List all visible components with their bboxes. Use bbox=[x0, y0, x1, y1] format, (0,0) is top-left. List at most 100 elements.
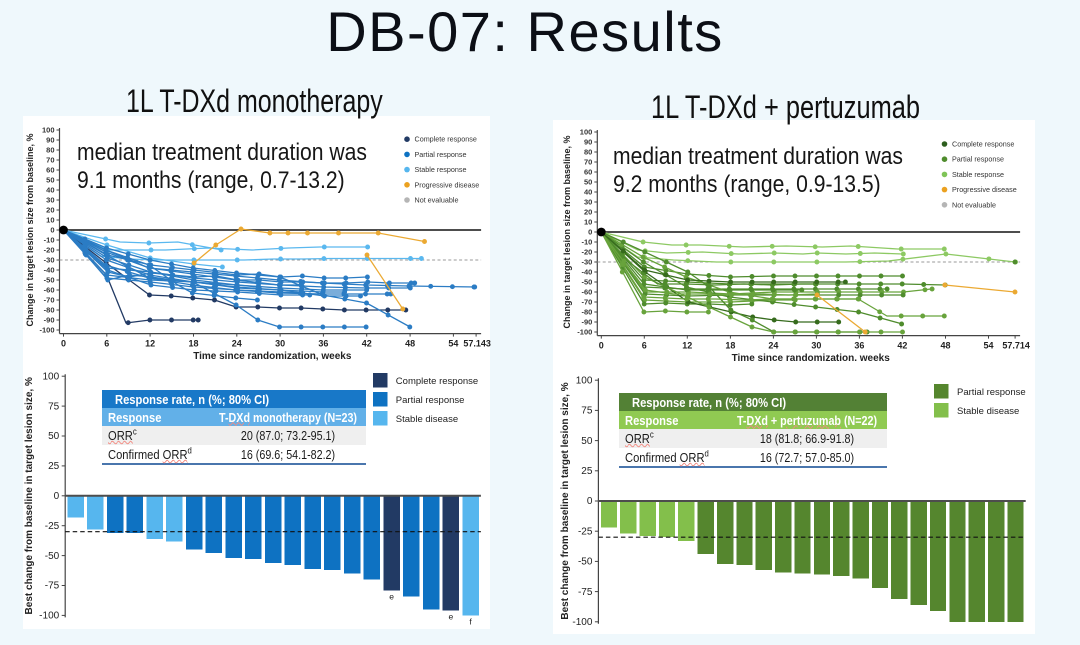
svg-text:-70: -70 bbox=[581, 297, 592, 306]
svg-text:-100: -100 bbox=[39, 611, 59, 622]
svg-text:-25: -25 bbox=[578, 526, 593, 537]
svg-text:-100: -100 bbox=[39, 325, 54, 334]
svg-text:30: 30 bbox=[584, 197, 592, 206]
svg-text:-100: -100 bbox=[577, 327, 592, 336]
svg-text:-90: -90 bbox=[581, 317, 592, 326]
svg-text:Change in target lesion size f: Change in target lesion size from baseli… bbox=[25, 133, 35, 326]
svg-text:-20: -20 bbox=[581, 247, 592, 256]
svg-text:60: 60 bbox=[584, 167, 592, 176]
svg-text:25: 25 bbox=[48, 461, 60, 472]
svg-text:57.714: 57.714 bbox=[1002, 341, 1030, 351]
svg-text:Partial response: Partial response bbox=[957, 387, 1026, 398]
svg-text:100: 100 bbox=[43, 371, 60, 382]
svg-text:Complete response: Complete response bbox=[952, 140, 1014, 149]
svg-text:10: 10 bbox=[46, 215, 54, 224]
svg-text:Stable response: Stable response bbox=[415, 165, 467, 174]
svg-text:36: 36 bbox=[318, 339, 328, 349]
svg-text:-25: -25 bbox=[45, 521, 60, 532]
svg-text:36: 36 bbox=[854, 341, 864, 351]
svg-text:Time since randomization. week: Time since randomization. weeks bbox=[732, 353, 891, 364]
svg-text:-50: -50 bbox=[578, 557, 593, 568]
svg-text:20: 20 bbox=[46, 205, 54, 214]
svg-text:-40: -40 bbox=[44, 265, 55, 274]
svg-text:18: 18 bbox=[188, 339, 198, 349]
svg-text:48: 48 bbox=[940, 341, 950, 351]
svg-text:-50: -50 bbox=[45, 551, 60, 562]
svg-text:30: 30 bbox=[811, 341, 821, 351]
svg-text:24: 24 bbox=[768, 341, 778, 351]
svg-text:Stable disease: Stable disease bbox=[396, 414, 458, 425]
svg-text:-60: -60 bbox=[44, 285, 55, 294]
svg-text:0: 0 bbox=[587, 496, 593, 507]
svg-text:40: 40 bbox=[46, 185, 54, 194]
svg-text:Change in target lesion size f: Change in target lesion size from baseli… bbox=[562, 135, 572, 328]
svg-text:60: 60 bbox=[46, 165, 54, 174]
svg-text:Stable disease: Stable disease bbox=[957, 406, 1019, 417]
svg-text:Best change from baseline in t: Best change from baseline in target lesi… bbox=[560, 382, 571, 619]
svg-text:-10: -10 bbox=[44, 235, 55, 244]
svg-text:20: 20 bbox=[584, 207, 592, 216]
svg-text:100: 100 bbox=[42, 125, 55, 134]
svg-text:e: e bbox=[449, 612, 454, 622]
svg-text:70: 70 bbox=[46, 155, 54, 164]
svg-text:0: 0 bbox=[588, 227, 592, 236]
svg-text:-80: -80 bbox=[44, 305, 55, 314]
svg-text:25: 25 bbox=[581, 466, 593, 477]
svg-text:Progressive disease: Progressive disease bbox=[415, 180, 480, 189]
svg-text:10: 10 bbox=[584, 217, 592, 226]
svg-text:Time since randomization, week: Time since randomization, weeks bbox=[193, 351, 352, 362]
svg-text:-10: -10 bbox=[581, 237, 592, 246]
svg-text:-70: -70 bbox=[44, 295, 55, 304]
svg-text:-50: -50 bbox=[581, 277, 592, 286]
svg-text:50: 50 bbox=[584, 177, 592, 186]
svg-text:50: 50 bbox=[48, 431, 60, 442]
svg-text:6: 6 bbox=[642, 341, 647, 351]
svg-text:-30: -30 bbox=[581, 257, 592, 266]
svg-text:-50: -50 bbox=[44, 275, 55, 284]
svg-text:e: e bbox=[389, 591, 394, 601]
svg-text:90: 90 bbox=[584, 137, 592, 146]
svg-text:90: 90 bbox=[46, 135, 54, 144]
svg-text:54: 54 bbox=[983, 341, 993, 351]
svg-text:12: 12 bbox=[682, 341, 692, 351]
svg-text:18: 18 bbox=[725, 341, 735, 351]
svg-text:Partial response: Partial response bbox=[952, 155, 1004, 164]
svg-text:Progressive disease: Progressive disease bbox=[952, 185, 1017, 194]
svg-text:0: 0 bbox=[50, 225, 54, 234]
svg-text:6: 6 bbox=[104, 339, 109, 349]
svg-text:40: 40 bbox=[584, 187, 592, 196]
svg-text:50: 50 bbox=[46, 175, 54, 184]
svg-text:42: 42 bbox=[897, 341, 907, 351]
svg-text:54: 54 bbox=[448, 339, 458, 349]
svg-text:0: 0 bbox=[61, 339, 66, 349]
svg-text:f: f bbox=[469, 616, 472, 626]
svg-text:12: 12 bbox=[145, 339, 155, 349]
svg-text:Partial response: Partial response bbox=[396, 395, 465, 406]
svg-text:Not evaluable: Not evaluable bbox=[415, 196, 459, 205]
svg-text:50: 50 bbox=[581, 436, 593, 447]
svg-text:0: 0 bbox=[599, 341, 604, 351]
svg-text:0: 0 bbox=[54, 491, 60, 502]
svg-text:75: 75 bbox=[581, 406, 593, 417]
svg-text:Best change from baseline in t: Best change from baseline in target lesi… bbox=[24, 377, 35, 614]
svg-text:-90: -90 bbox=[44, 315, 55, 324]
svg-text:Complete response: Complete response bbox=[415, 135, 477, 144]
svg-text:57.143: 57.143 bbox=[463, 339, 491, 349]
svg-text:-40: -40 bbox=[581, 267, 592, 276]
svg-text:70: 70 bbox=[584, 157, 592, 166]
svg-text:-20: -20 bbox=[44, 245, 55, 254]
svg-text:30: 30 bbox=[46, 195, 54, 204]
svg-text:-75: -75 bbox=[45, 581, 60, 592]
svg-text:100: 100 bbox=[576, 375, 593, 386]
svg-text:-60: -60 bbox=[581, 287, 592, 296]
svg-text:30: 30 bbox=[275, 339, 285, 349]
svg-text:42: 42 bbox=[362, 339, 372, 349]
svg-text:24: 24 bbox=[232, 339, 242, 349]
svg-text:-30: -30 bbox=[44, 255, 55, 264]
svg-text:80: 80 bbox=[46, 145, 54, 154]
svg-text:100: 100 bbox=[580, 127, 593, 136]
svg-text:48: 48 bbox=[405, 339, 415, 349]
svg-text:80: 80 bbox=[584, 147, 592, 156]
svg-text:Stable response: Stable response bbox=[952, 170, 1004, 179]
svg-text:Partial response: Partial response bbox=[415, 150, 467, 159]
